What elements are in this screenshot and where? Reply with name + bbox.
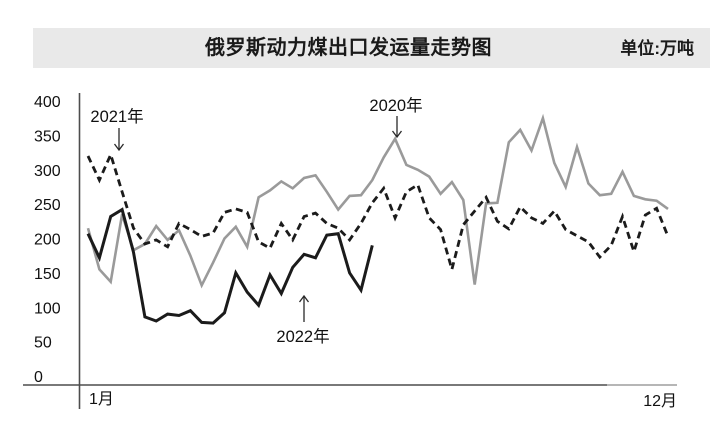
y-tick-label: 250 (34, 197, 61, 214)
y-tick-label: 50 (34, 335, 52, 352)
y-tick-label: 300 (34, 163, 61, 180)
y-tick-label: 200 (34, 232, 61, 249)
chart-header-bar: 俄罗斯动力煤出口发运量走势图 单位:万吨 (33, 28, 710, 68)
series-line-2021 (86, 150, 670, 275)
y-tick-label: 400 (34, 94, 61, 111)
y-tick-label: 100 (34, 300, 61, 317)
annotation-arrow-head-down (113, 143, 125, 152)
series-line-2022 (86, 207, 374, 325)
y-tick-label: 350 (34, 128, 61, 145)
annotation-label-2022: 2022年 (276, 327, 329, 346)
x-label-end: 12月 (643, 393, 677, 410)
annotation-arrow-head-down (391, 130, 403, 139)
annotation-label-2020: 2020年 (369, 96, 422, 115)
series-line-2020 (86, 113, 669, 289)
y-tick-label: 0 (34, 369, 43, 386)
y-tick-label: 150 (34, 266, 61, 283)
unit-label: 单位:万吨 (620, 39, 694, 58)
x-label-start: 1月 (89, 391, 114, 408)
annotation-arrow-head-up (298, 294, 310, 303)
annotation-label-2021: 2021年 (90, 107, 143, 126)
chart-title: 俄罗斯动力煤出口发运量走势图 (205, 37, 492, 59)
